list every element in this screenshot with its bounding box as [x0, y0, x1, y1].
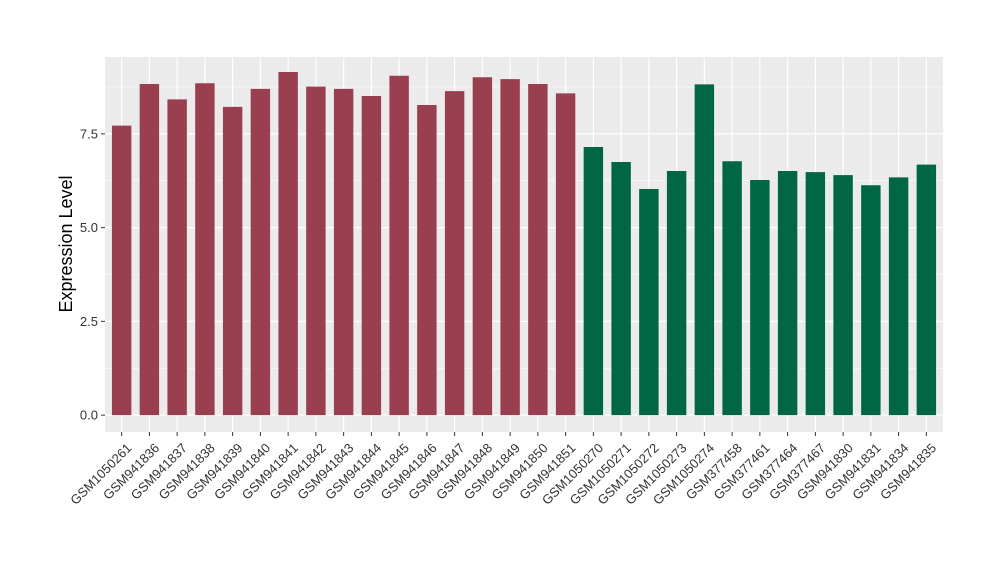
bar-GSM941834 [888, 177, 909, 416]
y-axis: 0.0 2.5 5.0 7.5 [80, 126, 105, 423]
bar-GSM1050271 [611, 162, 631, 416]
bar-GSM377458 [722, 161, 742, 416]
bar-GSM1050272 [639, 189, 659, 416]
bar-GSM941835 [916, 164, 937, 416]
bar-GSM941840 [250, 88, 271, 416]
bar-GSM941846 [417, 105, 437, 416]
bar-GSM1050273 [666, 171, 687, 416]
plot-panel [105, 57, 943, 432]
bar-GSM941843 [333, 88, 354, 416]
x-axis: GSM1050261GSM941836GSM941837GSM941838GSM… [67, 432, 939, 508]
bar-GSM377464 [777, 171, 798, 416]
bars [111, 72, 937, 416]
bar-GSM941847 [444, 91, 465, 416]
bar-GSM941844 [361, 96, 382, 416]
bar-GSM941838 [195, 83, 215, 416]
bar-GSM941831 [861, 185, 881, 416]
bar-GSM941842 [306, 86, 326, 416]
y-tick-label: 2.5 [80, 314, 98, 329]
bar-GSM941850 [528, 84, 548, 416]
bar-GSM1050261 [111, 125, 132, 416]
y-tick-label: 0.0 [80, 408, 98, 423]
y-axis-title: Expression Level [56, 175, 76, 312]
bar-GSM941848 [472, 77, 493, 416]
bar-GSM377461 [750, 180, 770, 416]
bar-GSM941849 [500, 79, 520, 416]
bar-GSM1050274 [694, 84, 715, 416]
bar-GSM941841 [278, 72, 298, 416]
bar-GSM941851 [555, 93, 576, 416]
y-tick-label: 7.5 [80, 126, 98, 141]
y-tick-label: 5.0 [80, 220, 98, 235]
minor-gridlines [105, 86, 943, 369]
bar-GSM941836 [139, 84, 160, 416]
bar-GSM941837 [167, 99, 187, 416]
bar-GSM1050270 [583, 147, 604, 416]
bar-GSM941839 [222, 106, 243, 416]
bar-GSM941845 [389, 75, 409, 416]
bar-GSM377467 [805, 172, 826, 416]
bar-GSM941830 [833, 175, 853, 416]
